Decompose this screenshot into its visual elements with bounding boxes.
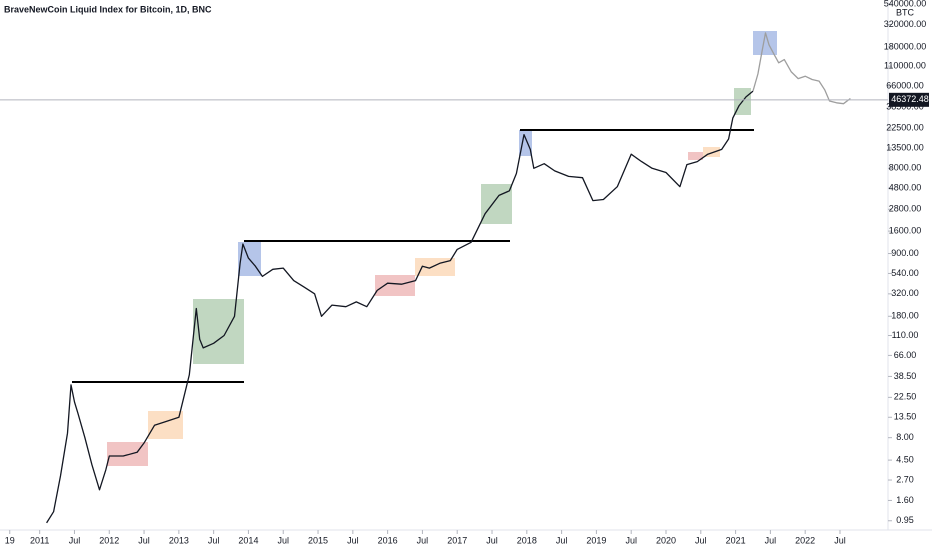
y-tick-label: 8.00 [896,432,914,442]
x-tick-label: 2011 [30,535,49,545]
x-tick-label: 2019 [586,535,606,545]
x-tick-label: 2020 [656,535,676,545]
chart-title: BraveNewCoin Liquid Index for Bitcoin, 1… [4,4,212,14]
y-tick-label: 1600.00 [889,225,922,235]
y-tick-label: 4800.00 [889,183,922,193]
y-tick-label: 0.95 [896,515,914,525]
y-tick-label: 22.50 [894,392,917,402]
y-tick-label: 1.60 [896,495,914,505]
x-tick-label: Jul [625,535,637,545]
y-unit: BTC [896,7,915,17]
y-tick-label: 110000.00 [884,61,926,71]
x-tick-label: Jul [208,535,220,545]
y-tick-label: 66.00 [894,350,917,360]
y-tick-label: 38.50 [894,371,917,381]
x-tick-label: Jul [277,535,289,545]
y-tick-label: 180000.00 [884,41,927,51]
x-tick-label: Jul [695,535,707,545]
y-tick-label: 320.00 [891,288,919,298]
price-line [46,90,754,524]
price-line [752,32,851,105]
x-tick-label: Jul [69,535,81,545]
y-tick-label: 66000.00 [886,80,924,90]
x-tick-label: 2018 [517,535,537,545]
zone-orange [148,411,183,439]
y-tick-label: 2.70 [896,474,914,484]
x-tick-label: 2017 [447,535,467,545]
y-tick-label: 900.00 [891,248,919,258]
x-tick-label: Jul [417,535,429,545]
x-tick-label: Jul [347,535,359,545]
x-tick-label: 2012 [99,535,119,545]
zone-green [481,184,512,224]
x-tick-label: 2015 [308,535,328,545]
y-tick-label: 180.00 [891,311,919,321]
x-tick-label: 19 [5,535,15,545]
x-tick-label: Jul [556,535,568,545]
y-tick-label: 2800.00 [889,204,922,214]
y-tick-label: 22500.00 [886,122,924,132]
x-tick-label: 2013 [169,535,189,545]
resistance-lines [72,129,754,383]
zone-orange [703,147,720,157]
zone-green [193,299,244,364]
zone-red [688,152,703,160]
x-tick-label: Jul [834,535,846,545]
x-tick-label: 2022 [795,535,815,545]
x-tick-label: 2021 [726,535,746,545]
x-tick-label: Jul [138,535,150,545]
y-tick-label: 540.00 [891,268,919,278]
zone-blue [519,130,532,156]
y-tick-label: 110.00 [892,330,919,340]
last-price-label: 46372.48 [891,94,929,104]
y-tick-label: 4.50 [896,454,914,464]
last-price-box [889,92,929,107]
x-tick-label: 2014 [238,535,258,545]
y-tick-label: 13500.00 [886,142,924,152]
y-tick-label: 320000.00 [884,19,927,29]
y-tick-label: 8000.00 [889,163,922,173]
x-tick-label: Jul [486,535,498,545]
y-tick-label: 540000.00 [884,0,927,8]
x-tick-label: Jul [765,535,777,545]
y-tick-label: 13.50 [894,412,917,422]
x-tick-label: 2016 [378,535,398,545]
zone-red [375,275,415,296]
